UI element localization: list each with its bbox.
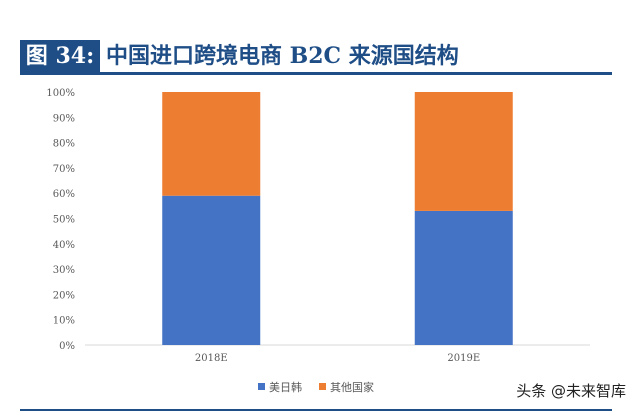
y-tick-label: 0% xyxy=(59,341,75,352)
y-tick-label: 20% xyxy=(53,290,75,301)
bar-2018E-其他国家 xyxy=(162,92,261,196)
y-tick-label: 60% xyxy=(53,189,75,200)
legend-label: 其他国家 xyxy=(330,380,374,394)
header-divider xyxy=(20,72,612,75)
y-tick-label: 100% xyxy=(46,88,75,99)
y-tick-label: 40% xyxy=(53,240,75,251)
y-tick-label: 70% xyxy=(53,164,75,175)
x-tick-label: 2019E xyxy=(447,353,480,364)
bar-2018E-美日韩 xyxy=(162,195,261,345)
x-tick-label: 2018E xyxy=(195,353,228,364)
y-tick-label: 10% xyxy=(53,316,75,327)
y-tick-label: 30% xyxy=(53,265,75,276)
legend-swatch xyxy=(319,383,326,390)
y-tick-label: 90% xyxy=(53,113,75,124)
y-tick-label: 80% xyxy=(53,139,75,150)
bar-2019E-其他国家 xyxy=(414,92,513,211)
watermark: 头条 @未来智库 xyxy=(516,382,626,400)
chart-title: 中国进口跨境电商 B2C 来源国结构 xyxy=(106,43,459,69)
footer-divider xyxy=(20,409,612,411)
legend-label: 美日韩 xyxy=(269,380,302,394)
legend-swatch xyxy=(258,383,265,390)
y-tick-label: 50% xyxy=(53,215,75,226)
figure-label: 图 34: xyxy=(20,40,100,72)
bar-2019E-美日韩 xyxy=(414,210,513,345)
